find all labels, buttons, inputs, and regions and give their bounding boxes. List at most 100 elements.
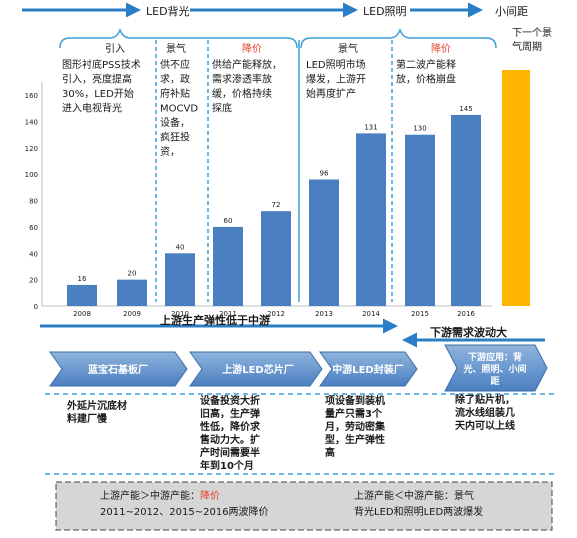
bar-value-label: 16	[78, 275, 87, 283]
y-tick-label: 140	[25, 119, 38, 127]
bar-value-label: 72	[272, 201, 281, 209]
timeline-label-small-pitch: 小间距	[495, 5, 528, 18]
chain-note-line: 量产只需3个	[325, 407, 383, 420]
summary-right-line1: 上游产能＜中游产能：景气	[354, 489, 474, 502]
y-tick-label: 40	[29, 250, 38, 258]
x-tick-label: 2008	[73, 310, 91, 318]
phase-text-line: 府补贴	[160, 87, 190, 100]
bar-2011	[213, 226, 243, 306]
phase-text-line: 探底	[212, 102, 232, 115]
phase-braces	[59, 27, 497, 49]
x-tick-label: 2009	[123, 310, 141, 318]
x-tick-label: 2015	[411, 310, 429, 318]
timeline: LED背光 LED照明 小间距	[22, 2, 528, 18]
chain-note-line: 料建厂慢	[67, 412, 108, 425]
chain-step-application	[444, 344, 548, 392]
bar-2009	[117, 279, 147, 306]
brace-backlight	[59, 27, 298, 49]
chain-note-line: 除了贴片机，	[455, 393, 515, 406]
x-ticks: 2008 2009 2010 2011 2012 2013 2014 2015 2016	[73, 310, 475, 318]
bar-2010	[165, 253, 195, 306]
application-title-line: 距	[490, 376, 499, 387]
x-tick-label: 2014	[362, 310, 380, 318]
bar-2008	[67, 284, 97, 306]
chain-note-line: 年到10个月	[200, 459, 254, 472]
phase-label-price-cut-2: 降价	[431, 42, 451, 55]
bar-2012	[261, 211, 291, 306]
chain-arrow-right-label: 下游需求波动大	[430, 325, 507, 339]
y-tick-label: 160	[25, 92, 38, 100]
x-tick-label: 2011	[219, 310, 237, 318]
bar-2015	[405, 134, 435, 306]
phase-text-line: 30%，LED开始	[62, 87, 134, 100]
phase-text-line: 供不应	[160, 58, 190, 71]
timeline-label-lighting: LED照明	[363, 5, 407, 18]
phase-label-price-cut-1: 降价	[242, 42, 262, 55]
chain-note-line: 型，生产弹性	[325, 433, 385, 446]
bar-value-label: 40	[176, 243, 185, 251]
bar-value-label: 20	[128, 270, 137, 278]
chain-note-line: 项设备到装机	[325, 394, 385, 407]
chain-note-line: 外延片沉底材	[66, 399, 127, 412]
summary-right-line2: 背光LED和照明LED两波爆发	[354, 505, 483, 518]
phase-text-line: LED照明市场	[306, 58, 366, 71]
chain-note-line: 高	[325, 446, 335, 459]
next-cycle-text-line: 气周期	[512, 40, 542, 53]
timeline-label-backlight: LED背光	[146, 4, 190, 18]
bar-2013	[309, 179, 339, 306]
bar-2016	[451, 114, 481, 306]
bar-chart: 0 20 40 60 80 100 120 140 160 16 20 40 60 72 96 131 130…	[25, 82, 492, 318]
chain-note-line: 设备投资大折	[200, 394, 260, 407]
phase-dividers	[155, 40, 393, 302]
application-title-line: 光、照明、小间	[462, 363, 526, 375]
x-tick-label: 2013	[315, 310, 333, 318]
chain-note-line: 售动力大。扩	[200, 433, 260, 446]
chain-step-chip-title: 上游LED芯片厂	[222, 363, 294, 376]
phase-text-line: 爆发，上游开	[306, 73, 366, 86]
y-tick-label: 20	[29, 277, 38, 285]
x-tick-label: 2010	[171, 310, 189, 318]
chain-step-substrate	[49, 351, 188, 387]
phase-text-line: 设备，	[160, 116, 190, 129]
summary-box	[55, 481, 553, 531]
chain-note-line: 流水线组装几	[455, 406, 515, 419]
bar-value-label: 145	[459, 105, 472, 113]
brace-lighting	[300, 27, 497, 49]
phase-text-line: 始再度扩产	[306, 87, 356, 100]
x-tick-label: 2016	[457, 310, 475, 318]
chain-arrow-left-label: 上游生产弹性低于中游	[160, 313, 270, 327]
chain-arrows: 上游生产弹性低于中游 下游需求波动大	[40, 313, 545, 348]
phase-text-line: 疯狂投	[160, 131, 190, 144]
y-tick-label: 60	[29, 224, 38, 232]
chain-note-line: 性低，降价求	[199, 420, 261, 433]
phase-text-line: 放，价格崩盘	[396, 73, 456, 86]
y-tick-label: 100	[25, 171, 38, 179]
chain-note-line: 旧高，生产弹	[200, 407, 260, 420]
chain-step-packaging-title: 中游LED封装厂	[332, 363, 404, 376]
phase-text-line: 供给产能释放，	[212, 58, 282, 71]
chain-step-chip	[189, 351, 323, 387]
phase-text-line: 第二波产能释	[396, 58, 456, 71]
phase-text-line: 求，政	[160, 73, 190, 86]
chain-step-substrate-title: 蓝宝石基板厂	[88, 363, 148, 376]
bar-value-label: 60	[224, 217, 233, 225]
phase-label-intro: 引入	[105, 43, 125, 55]
phase-text-line: 资，	[160, 146, 180, 158]
next-cycle-bar	[502, 70, 530, 306]
next-cycle-text-line: 下一个景	[512, 27, 552, 39]
phase-label-boom-1: 景气	[166, 42, 186, 55]
application-title-line: 下游应用：背	[468, 351, 522, 363]
supply-chain: 蓝宝石基板厂 上游LED芯片厂 中游LED封装厂 下游应用：背光、照明、小间距	[49, 344, 548, 392]
phase-text-line: 引入，亮度提高	[62, 73, 132, 86]
bar-2014	[356, 133, 386, 306]
chain-step-application-title: 下游应用：背光、照明、小间距	[462, 351, 526, 387]
